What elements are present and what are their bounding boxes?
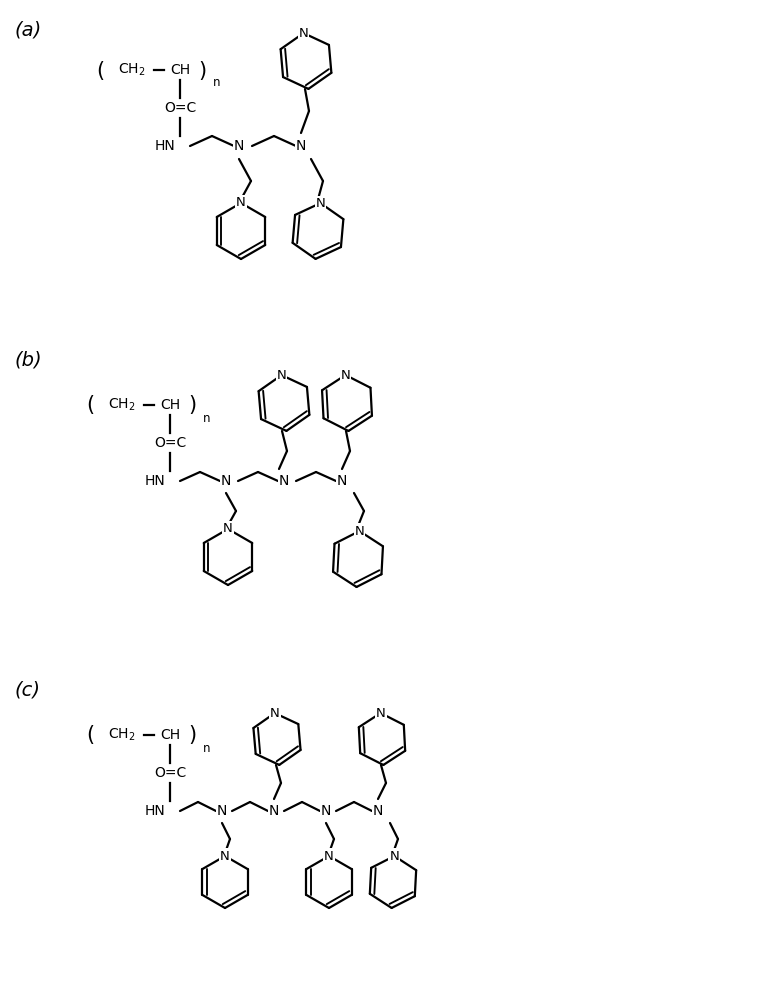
Text: n: n (203, 742, 211, 755)
Text: HN: HN (144, 804, 165, 818)
Text: N: N (217, 804, 227, 818)
Text: N: N (276, 369, 286, 382)
Text: n: n (203, 412, 211, 424)
Text: HN: HN (144, 474, 165, 488)
Text: N: N (340, 369, 350, 382)
Text: N: N (270, 707, 280, 720)
Text: N: N (376, 707, 386, 720)
Text: N: N (316, 197, 325, 210)
Text: N: N (223, 522, 233, 536)
Text: N: N (355, 525, 364, 538)
Text: N: N (220, 850, 230, 862)
Text: CH$_2$: CH$_2$ (119, 62, 146, 78)
Text: O=C: O=C (154, 436, 186, 450)
Text: $($: $($ (85, 393, 94, 416)
Text: O=C: O=C (164, 101, 196, 115)
Text: N: N (269, 804, 280, 818)
Text: HN: HN (154, 139, 175, 153)
Text: (c): (c) (15, 680, 41, 699)
Text: CH$_2$: CH$_2$ (109, 727, 136, 743)
Text: CH: CH (170, 63, 190, 77)
Text: CH$_2$: CH$_2$ (109, 397, 136, 413)
Text: N: N (321, 804, 331, 818)
Text: CH: CH (160, 398, 180, 412)
Text: N: N (373, 804, 383, 818)
Text: (b): (b) (15, 350, 42, 369)
Text: O=C: O=C (154, 766, 186, 780)
Text: N: N (221, 474, 231, 488)
Text: N: N (299, 27, 309, 40)
Text: $($: $($ (95, 58, 104, 82)
Text: N: N (234, 139, 244, 153)
Text: $($: $($ (85, 724, 94, 746)
Text: N: N (390, 850, 399, 863)
Text: N: N (336, 474, 347, 488)
Text: $)$: $)$ (188, 724, 196, 746)
Text: $)$: $)$ (188, 393, 196, 416)
Text: n: n (213, 77, 221, 90)
Text: $)$: $)$ (198, 58, 206, 82)
Text: N: N (236, 196, 246, 210)
Text: N: N (296, 139, 306, 153)
Text: CH: CH (160, 728, 180, 742)
Text: (a): (a) (15, 20, 42, 39)
Text: N: N (279, 474, 290, 488)
Text: N: N (324, 850, 334, 862)
